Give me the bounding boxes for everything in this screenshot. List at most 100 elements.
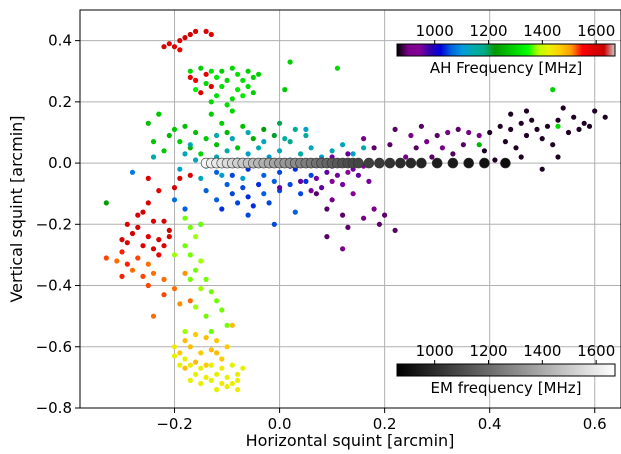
em-point (405, 157, 417, 169)
ah-point (240, 185, 246, 191)
ah-point (171, 344, 178, 350)
ah-point (513, 145, 519, 151)
ah-point (429, 154, 435, 160)
ah-point (187, 252, 193, 258)
ah-point (229, 380, 235, 387)
em-point (479, 157, 490, 169)
ah-point (135, 212, 141, 218)
ah-point (208, 377, 214, 383)
y-tick-label: −0.4 (36, 277, 72, 295)
ah-point (250, 136, 256, 142)
ah-point (235, 387, 241, 393)
ah-point (208, 111, 214, 117)
colorbar-tick-label: 1000 (416, 22, 454, 40)
ah-point (277, 185, 283, 191)
ah-point (214, 142, 220, 148)
ah-point (224, 129, 230, 136)
y-tick-label: −0.2 (36, 215, 72, 233)
ah-point (203, 313, 209, 319)
ah-point (171, 197, 178, 203)
ah-point (140, 273, 146, 279)
ah-point (103, 255, 109, 261)
ah-point (166, 41, 172, 47)
ah-point (229, 322, 235, 328)
ah-point (187, 298, 193, 304)
ah-point (445, 129, 451, 136)
ah-point (219, 380, 225, 387)
ah-point (418, 123, 424, 129)
ah-point (166, 227, 172, 233)
ah-point (229, 172, 235, 178)
ah-point (371, 145, 377, 151)
ah-point (229, 191, 235, 197)
x-axis-label: Horizontal squint [arcmin] (246, 431, 455, 450)
ah-point (214, 132, 220, 139)
ah-point (340, 181, 346, 188)
ah-point (214, 169, 220, 175)
ah-point (481, 148, 487, 154)
ah-point (224, 181, 230, 188)
y-tick-label: −0.8 (36, 399, 72, 417)
ah-point (150, 246, 157, 252)
ah-point (518, 154, 524, 160)
ah-point (256, 71, 262, 77)
ah-colorbar: 1000 1200 1400 1600 AH Frequency [MHz] (396, 22, 616, 77)
ah-point (313, 191, 319, 197)
ah-point (256, 145, 262, 151)
ah-point (219, 356, 225, 362)
ah-point (150, 270, 157, 276)
ah-point (214, 371, 220, 377)
ah-point (182, 123, 188, 129)
ah-point (292, 126, 298, 132)
ah-point (156, 237, 162, 243)
ah-point (187, 74, 193, 80)
x-tick-label: 0.2 (373, 415, 397, 433)
ah-point (550, 87, 556, 93)
ah-point (124, 240, 130, 246)
ah-point (539, 136, 545, 142)
ah-point (161, 243, 167, 249)
y-tick-label: 0.2 (48, 93, 72, 111)
ah-point (171, 126, 178, 132)
ah-point (187, 68, 193, 74)
ah-point (187, 377, 193, 383)
ah-point (156, 111, 162, 117)
ah-point (135, 255, 141, 261)
ah-point (203, 335, 209, 341)
ah-point (555, 117, 561, 123)
ah-point (497, 123, 503, 129)
ah-colorbar-label: AH Frequency [MHz] (430, 59, 582, 77)
ah-point (145, 261, 151, 267)
plot-frame (79, 9, 621, 409)
ah-point (324, 234, 330, 240)
ah-point (214, 338, 220, 344)
ah-point (166, 132, 172, 139)
ah-point (198, 65, 204, 71)
ah-point (235, 145, 241, 151)
ah-point (166, 234, 172, 240)
ah-point (229, 362, 235, 368)
ah-point (177, 350, 183, 356)
ah-point (182, 365, 188, 371)
ah-point (171, 44, 178, 50)
em-point (447, 157, 459, 169)
ah-point (476, 132, 482, 139)
ah-point (387, 142, 393, 148)
ah-point (193, 234, 199, 240)
ah-point (103, 200, 109, 206)
ah-point (245, 194, 251, 200)
ah-point (240, 123, 246, 129)
ah-point (219, 120, 225, 126)
em-point (416, 157, 427, 169)
ah-point (182, 151, 188, 157)
ah-point (177, 175, 183, 181)
ah-point (565, 129, 572, 136)
ah-point (287, 181, 293, 188)
ah-point (366, 178, 372, 184)
ah-point (229, 108, 235, 114)
ah-point (240, 93, 246, 99)
ah-colorbar-gradient (396, 43, 616, 57)
colorbar-tick-label: 1600 (577, 342, 615, 360)
em-frequency-points (200, 157, 511, 169)
ah-point (555, 154, 561, 160)
